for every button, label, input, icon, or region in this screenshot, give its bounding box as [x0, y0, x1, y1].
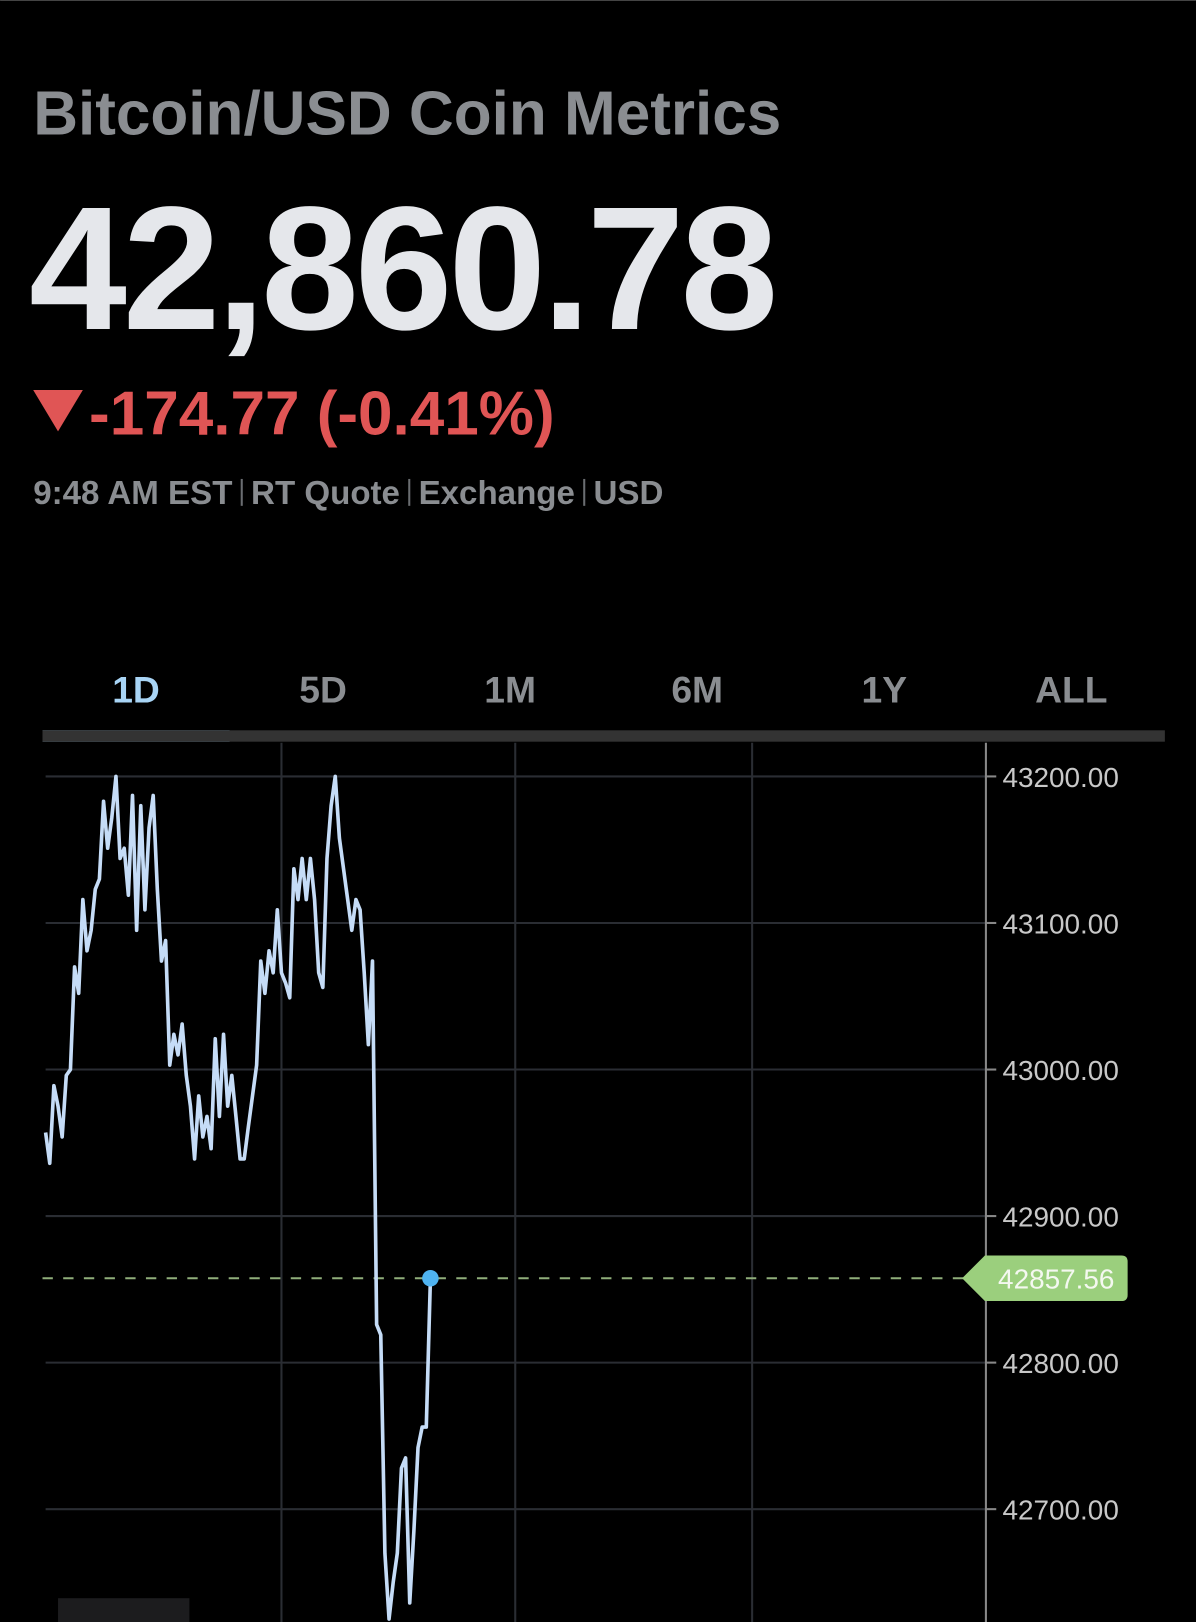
last-value-badge: [962, 1255, 1128, 1302]
tab[interactable]: 5D: [299, 668, 347, 710]
price-line: [43, 774, 433, 1621]
tab[interactable]: ALL: [1035, 668, 1107, 710]
price: 42,860.78: [29, 171, 774, 367]
change: -174.77 (-0.41%): [89, 379, 555, 448]
meta-item: 9:48 AM EST: [33, 475, 232, 512]
meta-item: RT Quote: [251, 475, 400, 512]
y-tick-label: 42900.00: [1002, 1201, 1118, 1232]
tab[interactable]: 1M: [484, 668, 536, 710]
y-tick-label: 43000.00: [1002, 1055, 1118, 1086]
last-value-label: 42857.56: [998, 1264, 1114, 1295]
tab[interactable]: 6M: [671, 668, 723, 710]
quote-meta: 9:48 AM EST RT Quote Exchange USD: [33, 475, 663, 512]
chart: 43200.00 43100.00 43000.00 42900.00 42800.00…: [42, 742, 1128, 1622]
tab-track: [42, 730, 1165, 742]
y-tick-label: 42700.00: [1002, 1495, 1118, 1526]
meta-item: USD: [594, 475, 664, 512]
y-tick-label: 42800.00: [1002, 1348, 1118, 1379]
tab[interactable]: 1D: [112, 668, 160, 710]
meta-item: Exchange: [419, 475, 575, 512]
bottom-panel: [58, 1598, 190, 1622]
title: Bitcoin/USD Coin Metrics: [33, 79, 781, 148]
down-arrow: [33, 389, 83, 432]
y-tick-label: 43100.00: [1002, 908, 1118, 939]
tab[interactable]: 1Y: [862, 668, 908, 710]
y-tick-label: 43200.00: [1002, 762, 1118, 793]
last-point: [422, 1269, 439, 1287]
